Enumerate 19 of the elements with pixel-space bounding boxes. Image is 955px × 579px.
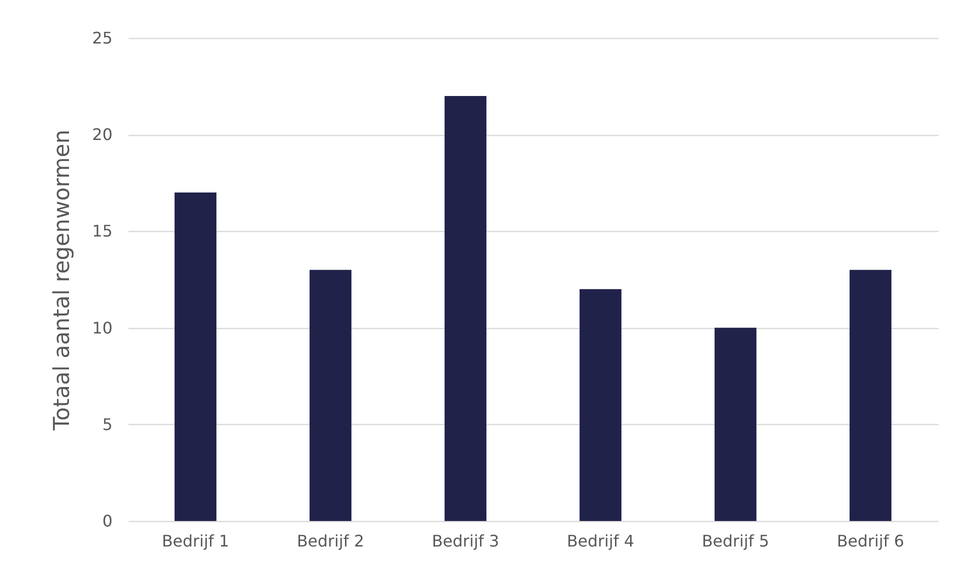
x-tick-label: Bedrijf 4 [566, 532, 634, 550]
bar [310, 270, 352, 521]
y-tick-label: 0 [102, 512, 112, 530]
y-tick-label: 20 [92, 125, 112, 144]
y-tick-label: 25 [92, 28, 112, 48]
bar [174, 192, 216, 521]
y-tick-label: 15 [92, 222, 112, 241]
x-tick-label: Bedrijf 1 [162, 532, 230, 550]
y-tick-label: 5 [102, 414, 112, 434]
x-tick-label: Bedrijf 6 [836, 532, 904, 550]
x-tick-label: Bedrijf 2 [296, 532, 364, 550]
y-tick-label: 10 [92, 318, 112, 338]
bar [444, 96, 486, 521]
y-axis-title: Totaal aantal regenwormen [50, 130, 76, 432]
x-tick-label: Bedrijf 3 [432, 532, 500, 550]
bar [580, 289, 622, 521]
x-tick-label: Bedrijf 5 [702, 532, 770, 550]
bar [714, 328, 756, 521]
bar [850, 270, 892, 521]
